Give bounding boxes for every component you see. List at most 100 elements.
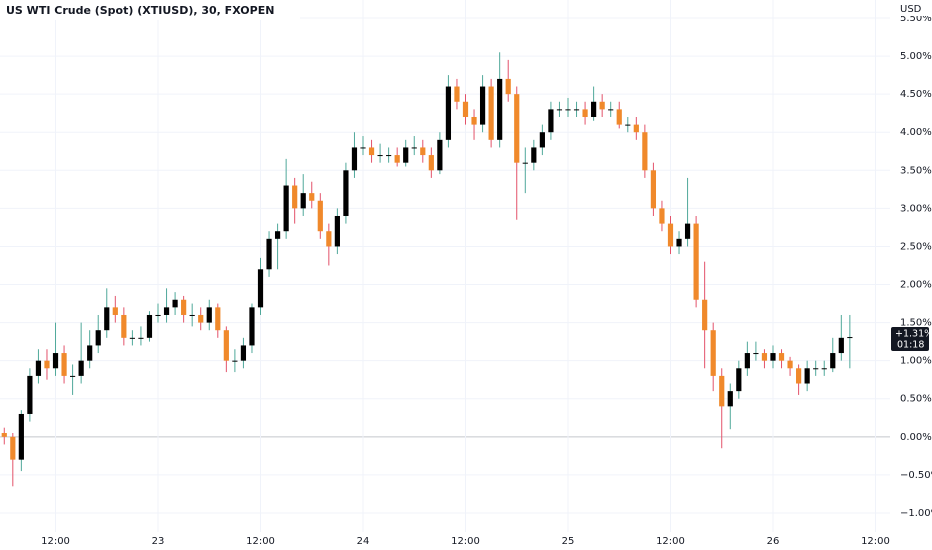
candle-body xyxy=(719,375,725,407)
candle-body xyxy=(838,337,844,354)
candle-body xyxy=(232,360,238,362)
countdown-label: 01:18 xyxy=(897,340,924,351)
candle-body xyxy=(625,124,631,126)
candle-body xyxy=(351,147,358,171)
candle-body xyxy=(616,109,622,125)
candle-body xyxy=(710,330,716,376)
candle-body xyxy=(471,116,477,125)
candle-body xyxy=(343,170,349,216)
candle-body xyxy=(172,299,178,308)
candle-body xyxy=(181,299,187,315)
x-tick-label: 12:00 xyxy=(451,536,480,547)
candle-body xyxy=(445,86,452,140)
candle-body xyxy=(368,147,375,156)
candle-body xyxy=(146,314,153,338)
candle-body xyxy=(702,299,708,331)
candle-body xyxy=(386,155,392,157)
candle-body xyxy=(642,132,648,171)
candle-body xyxy=(454,86,460,102)
candle-body xyxy=(121,314,127,338)
y-axis-label: USD xyxy=(900,4,922,15)
candle-body xyxy=(744,353,750,369)
candles xyxy=(1,52,853,487)
y-tick-label: 4.00% xyxy=(900,127,932,138)
candle-body xyxy=(52,353,59,369)
x-tick-label: 26 xyxy=(767,536,780,547)
candle-body xyxy=(531,147,537,163)
candle-body xyxy=(565,109,571,111)
candle-body xyxy=(300,193,306,209)
candle-body xyxy=(266,238,272,270)
y-tick-label: 0.00% xyxy=(900,432,932,443)
candle-body xyxy=(821,368,827,370)
candle-body xyxy=(95,330,101,346)
last-price-label: +1.31% xyxy=(895,329,932,340)
candle-body xyxy=(548,109,554,133)
candle-body xyxy=(309,193,315,201)
candle-body xyxy=(292,185,298,209)
candle-body xyxy=(403,147,409,163)
candle-body xyxy=(10,436,16,460)
candle-body xyxy=(539,132,545,148)
candle-body xyxy=(667,223,674,247)
candle-body xyxy=(27,375,33,414)
candle-body xyxy=(650,170,657,209)
candle-body xyxy=(215,307,221,331)
candle-body xyxy=(163,307,170,315)
y-tick-label: −1.00% xyxy=(900,508,932,519)
candle-body xyxy=(206,307,212,323)
candle-body xyxy=(462,101,469,117)
candle-body xyxy=(497,78,503,140)
candle-body xyxy=(189,314,195,316)
candle-body xyxy=(488,86,494,140)
x-tick-label: 12:00 xyxy=(861,536,890,547)
x-tick-label: 12:00 xyxy=(41,536,70,547)
y-tick-label: 3.50% xyxy=(900,165,932,176)
candle-body xyxy=(274,231,281,239)
candle-body xyxy=(479,86,486,125)
candle-body xyxy=(44,360,50,369)
candle-body xyxy=(770,353,776,361)
candle-body xyxy=(326,231,332,247)
candle-body xyxy=(87,345,93,361)
candle-body xyxy=(573,109,580,111)
candle-body xyxy=(659,208,665,224)
candle-body xyxy=(420,147,426,156)
candle-body xyxy=(223,330,229,361)
candle-body xyxy=(804,368,810,384)
candle-body xyxy=(138,337,144,339)
last-price-box xyxy=(891,327,929,352)
candle-body xyxy=(761,353,768,361)
candle-body xyxy=(155,314,161,316)
candle-body xyxy=(411,147,417,149)
candle-body xyxy=(582,109,588,117)
candle-body xyxy=(283,185,289,232)
candle-body xyxy=(693,223,699,300)
candle-body xyxy=(830,353,836,369)
candle-body xyxy=(18,413,24,460)
x-tick-label: 23 xyxy=(152,536,165,547)
candle-body xyxy=(437,139,443,171)
candle-body xyxy=(599,101,605,110)
candle-body xyxy=(676,238,682,247)
candle-body xyxy=(778,353,785,361)
candle-body xyxy=(514,94,520,163)
y-tick-label: 5.50% xyxy=(900,13,932,24)
y-tick-label: 1.00% xyxy=(900,356,932,367)
candle-body xyxy=(35,360,42,376)
axes: −1.00% −0.50% 0.00% 0.50% 1.00% 1.50% 2.00% 2.5… xyxy=(41,13,932,547)
candle-body xyxy=(78,360,84,376)
y-tick-label: 1.50% xyxy=(900,318,932,329)
candle-body xyxy=(753,353,759,355)
y-tick-label: 3.00% xyxy=(900,203,932,214)
candle-body xyxy=(317,200,323,232)
candle-body xyxy=(360,147,366,149)
x-tick-label: 25 xyxy=(562,536,575,547)
candle-body xyxy=(61,353,67,376)
candle-body xyxy=(104,307,110,331)
candle-body xyxy=(377,155,383,157)
candle-body xyxy=(736,368,742,392)
candle-body xyxy=(112,307,118,315)
x-tick-label: 12:00 xyxy=(246,536,275,547)
candle-body xyxy=(1,433,7,437)
